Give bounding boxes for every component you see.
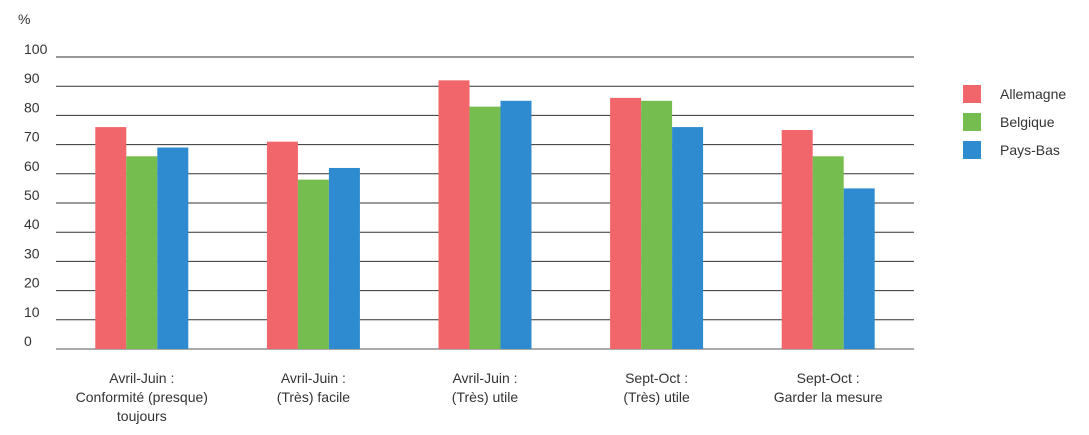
bar-belgique: [297, 179, 329, 349]
x-category-line: Garder la mesure: [774, 389, 883, 405]
x-category-line: Avril-Juin :: [281, 370, 346, 386]
x-category-line: Conformité (presque): [76, 389, 208, 405]
x-category-line: Sept-Oct :: [625, 370, 688, 386]
bar-belgique: [126, 156, 158, 349]
bar-belgique: [469, 106, 501, 349]
x-category-line: Avril-Juin :: [109, 370, 174, 386]
bar-allemagne: [438, 80, 470, 350]
y-tick-label: 20: [24, 275, 40, 291]
bar-pays-bas: [843, 188, 875, 349]
bar-allemagne: [781, 130, 813, 349]
bar-allemagne: [610, 97, 642, 349]
y-tick-label: 90: [24, 70, 40, 86]
y-tick-label: 0: [24, 333, 32, 349]
x-category-line: (Très) utile: [452, 389, 519, 405]
y-tick-label: 40: [24, 216, 40, 232]
x-category-label: Sept-Oct : (Très) utile: [623, 370, 690, 405]
y-tick-label: 70: [24, 129, 40, 145]
x-category-line: (Très) utile: [623, 389, 690, 405]
y-tick-label: 30: [24, 245, 40, 261]
bar-pays-bas: [157, 147, 189, 349]
x-category-label: Avril-Juin : Conformité (presque) toujours: [76, 370, 208, 424]
x-category-line: Sept-Oct :: [797, 370, 860, 386]
legend-swatch: [963, 113, 981, 131]
bar-pays-bas: [328, 167, 360, 349]
y-tick-label: 60: [24, 158, 40, 174]
bar-belgique: [641, 100, 673, 349]
y-tick-label: 50: [24, 187, 40, 203]
bar-allemagne: [266, 141, 298, 349]
y-tick-label: 10: [24, 304, 40, 320]
y-tick-label: 80: [24, 99, 40, 115]
x-category-line: toujours: [117, 408, 167, 424]
legend-label: Belgique: [1000, 114, 1055, 130]
bar-pays-bas: [672, 127, 704, 349]
bars: [95, 80, 875, 350]
legend-label: Pays-Bas: [1000, 142, 1060, 158]
bar-pays-bas: [500, 100, 532, 349]
y-axis-label: %: [18, 11, 30, 27]
legend-label: Allemagne: [1000, 86, 1066, 102]
x-category-label: Avril-Juin : (Très) utile: [452, 370, 519, 405]
x-category-line: Avril-Juin :: [452, 370, 517, 386]
bar-belgique: [812, 156, 844, 349]
legend-swatch: [963, 85, 981, 103]
x-category-label: Avril-Juin : (Très) facile: [277, 370, 351, 405]
x-axis-categories: Avril-Juin : Conformité (presque) toujours…: [76, 370, 883, 424]
bar-allemagne: [95, 127, 127, 349]
x-category-line: (Très) facile: [277, 389, 351, 405]
y-axis-ticks: 0 10 20 30 40 50 60 70 80 90 100: [24, 41, 48, 349]
x-category-label: Sept-Oct : Garder la mesure: [774, 370, 883, 405]
legend-swatch: [963, 141, 981, 159]
y-tick-label: 100: [24, 41, 48, 57]
legend: Allemagne Belgique Pays-Bas: [963, 85, 1066, 159]
